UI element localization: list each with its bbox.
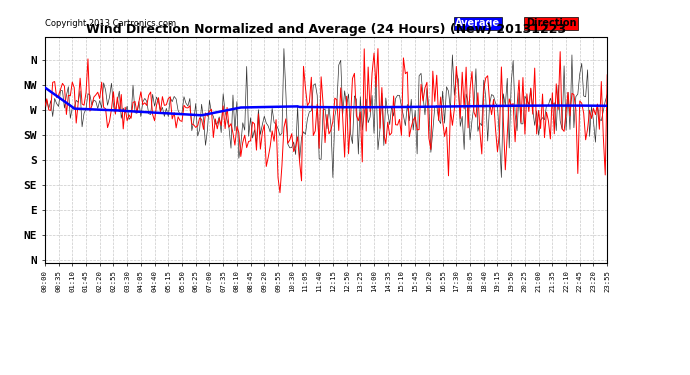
Text: Direction: Direction xyxy=(526,18,576,28)
Text: Copyright 2013 Cartronics.com: Copyright 2013 Cartronics.com xyxy=(45,20,176,28)
Title: Wind Direction Normalized and Average (24 Hours) (New) 20131223: Wind Direction Normalized and Average (2… xyxy=(86,23,566,36)
Text: Average: Average xyxy=(455,18,500,28)
